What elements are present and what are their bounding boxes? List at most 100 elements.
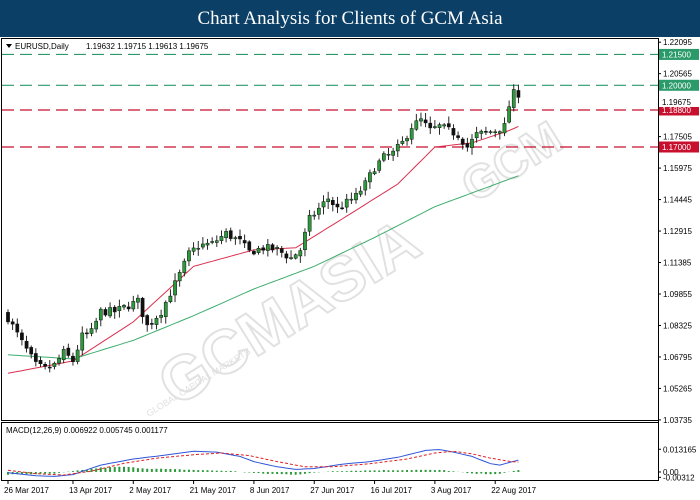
candle-body	[238, 236, 242, 240]
date-tick-label: 3 Aug 2017	[431, 486, 472, 495]
date-tick-label: 27 Jun 2017	[310, 486, 355, 495]
price-tick-label: 1.03735	[663, 416, 692, 425]
candle-body	[460, 138, 465, 145]
price-tick-label: 1.15975	[663, 164, 692, 173]
candle-body	[358, 190, 363, 195]
candle-body	[344, 198, 349, 208]
date-tick-label: 26 Mar 2017	[4, 486, 49, 495]
candle-body	[433, 126, 437, 128]
candle-body	[122, 305, 126, 308]
candle-body	[57, 358, 61, 364]
candle-body	[446, 123, 451, 128]
watermark: GCMASIA GLOBAL CAPITAL MARKETS GCM	[145, 110, 572, 421]
candle-body	[6, 312, 10, 323]
price-tick-label: 1.11385	[663, 259, 692, 268]
candle-body	[419, 118, 423, 122]
candle-body	[252, 251, 256, 255]
candle-body	[321, 201, 326, 208]
candle-body	[516, 90, 521, 98]
date-tick-label: 22 Aug 2017	[491, 486, 536, 495]
level-label-1.21500: 1.21500	[662, 50, 691, 59]
candle-body	[15, 323, 20, 333]
level-tag-1.17000	[659, 141, 699, 153]
price-tick-label: 1.22095	[663, 38, 692, 47]
candle-body	[372, 171, 377, 175]
level-tag-1.18800	[659, 104, 699, 116]
candle-body	[479, 130, 484, 134]
candle-body	[391, 150, 395, 156]
candle-body	[340, 207, 344, 210]
candle-body	[103, 309, 108, 316]
price-tick-label: 1.09855	[663, 290, 692, 299]
candle-body	[428, 122, 433, 129]
price-tick-label: 1.17505	[663, 133, 692, 142]
candle-body	[377, 160, 382, 171]
collapse-triangle-icon[interactable]	[6, 44, 12, 48]
candle-body	[182, 260, 187, 273]
candle-body	[66, 347, 71, 356]
candle-body	[33, 353, 38, 362]
candle-body	[400, 140, 405, 144]
ohlc-readout: 1.19632 1.19715 1.19613 1.19675	[86, 42, 209, 51]
candle-body	[488, 131, 493, 133]
candle-body	[145, 315, 150, 326]
candle-body	[317, 207, 321, 215]
candle-body	[191, 247, 196, 252]
candle-body	[187, 250, 191, 262]
date-tick-label: 13 Apr 2017	[69, 486, 113, 495]
candle-body	[219, 236, 224, 241]
candle-body	[451, 128, 456, 136]
candle-body	[38, 360, 43, 364]
candle-body	[140, 297, 145, 318]
candle-body	[386, 153, 391, 156]
macd-header: MACD(12,26,9) 0.006922 0.005745 0.001177	[6, 426, 168, 435]
date-tick-label: 2 May 2017	[129, 486, 171, 495]
level-label-1.20000: 1.20000	[662, 81, 691, 90]
candle-body	[474, 132, 479, 139]
level-label-1.18800: 1.18800	[662, 106, 691, 115]
candle-body	[159, 315, 163, 318]
candle-body	[89, 328, 94, 334]
candle-body	[71, 355, 75, 362]
candle-body	[303, 231, 307, 251]
candle-body	[423, 119, 428, 124]
candle-body	[173, 280, 177, 296]
candle-body	[465, 143, 470, 148]
candle-body	[502, 123, 507, 134]
candle-body	[117, 306, 122, 311]
candle-body	[247, 241, 252, 251]
candle-body	[10, 321, 15, 325]
candle-body	[61, 349, 66, 361]
date-tick-label: 16 Jul 2017	[371, 486, 413, 495]
candle-body	[126, 306, 131, 310]
candle-body	[205, 242, 210, 246]
candle-body	[279, 248, 284, 253]
candle-body	[196, 247, 201, 250]
candle-body	[275, 247, 279, 249]
candle-body	[507, 106, 511, 123]
date-tick-label: 21 May 2017	[190, 486, 237, 495]
price-tick-label: 1.06795	[663, 353, 692, 362]
candle-body	[405, 138, 409, 142]
candle-body	[442, 124, 447, 127]
candle-body	[256, 248, 261, 253]
candle-body	[85, 332, 89, 335]
candle-body	[312, 214, 317, 217]
candle-body	[177, 272, 182, 282]
current-price-tag	[659, 96, 699, 107]
price-panel-frame	[1, 38, 659, 421]
candle-body	[112, 306, 117, 313]
candle-body	[154, 318, 159, 325]
candle-body	[456, 135, 460, 138]
candle-body	[493, 131, 498, 133]
candle-body	[307, 214, 312, 232]
sma-slow-line	[7, 175, 519, 360]
candle-body	[98, 308, 103, 321]
candle-body	[470, 138, 474, 148]
price-tick-label: 1.20565	[663, 70, 692, 79]
price-tick-label: 1.12915	[663, 227, 692, 236]
candle-body	[437, 124, 442, 128]
candle-body	[201, 243, 205, 248]
